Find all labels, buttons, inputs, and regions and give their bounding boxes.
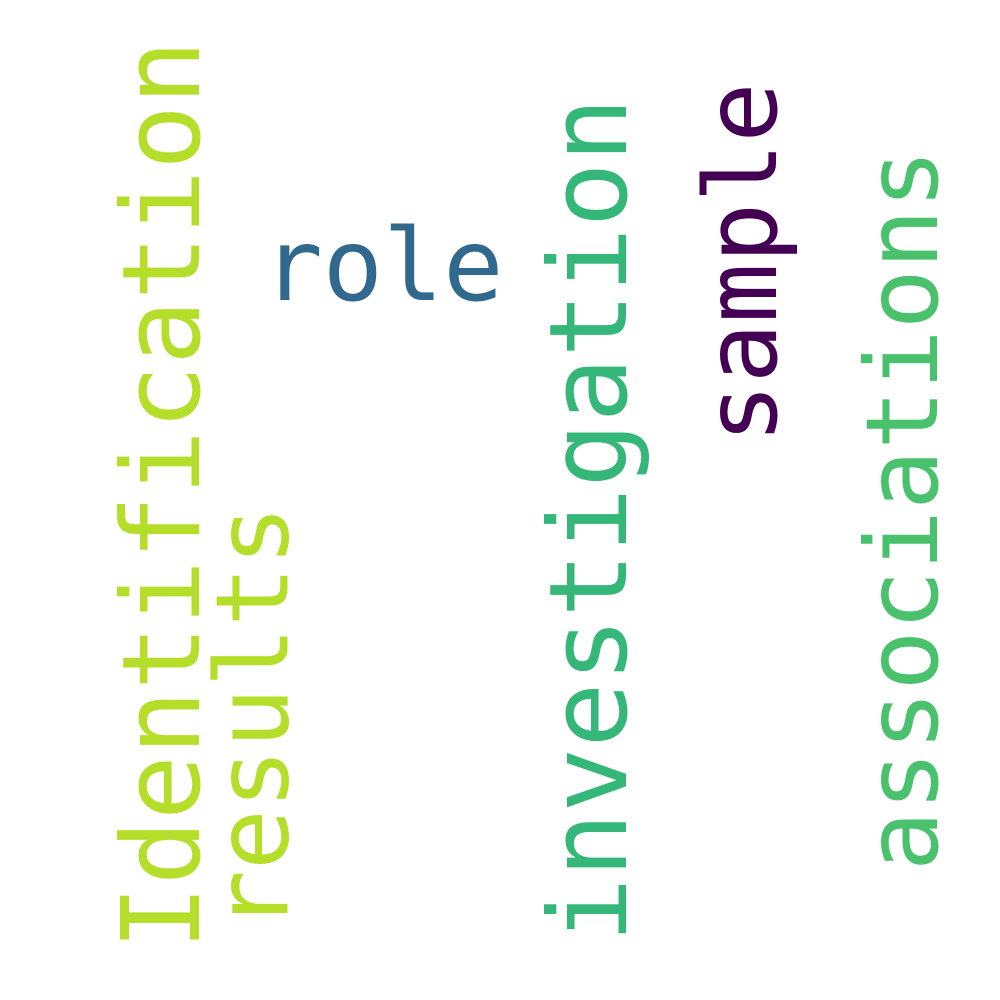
word-associations: associations xyxy=(844,148,961,872)
word-sample: sample xyxy=(683,82,800,444)
word-role: role xyxy=(262,207,504,324)
word-results: results xyxy=(193,505,312,931)
word-investigation: investigation xyxy=(527,97,652,943)
